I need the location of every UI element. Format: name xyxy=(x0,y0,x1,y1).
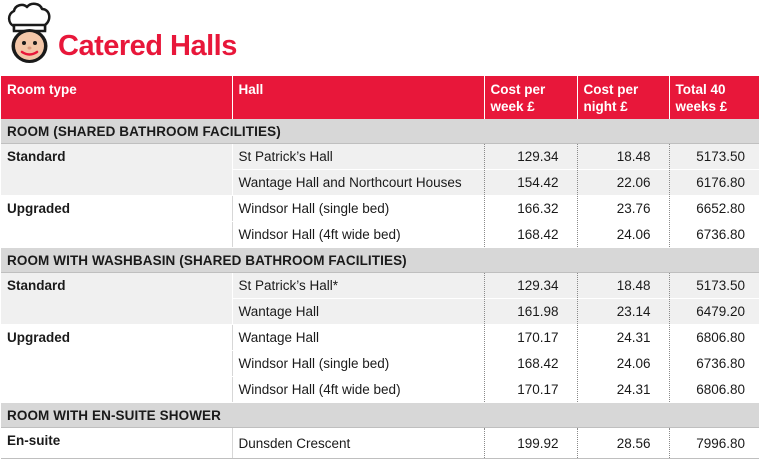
hall-header: Hall xyxy=(231,76,484,119)
section-row: ROOM WITH EN-SUITE SHOWER xyxy=(1,402,759,428)
hall-cell: Wantage Hall and Northcourt Houses xyxy=(231,169,484,196)
room-type-cell: Standard xyxy=(1,143,232,196)
total-cell: 6806.80 xyxy=(668,376,759,403)
table-row: Standard St Patrick’s Hall 129.34 18.48 … xyxy=(1,143,759,196)
pricing-table: Room type Hall Cost per week £ Cost per ni… xyxy=(1,76,759,459)
total-cell: 6736.80 xyxy=(668,221,759,248)
cost-week-cell: 170.17 xyxy=(483,324,577,351)
cost-night-cell: 24.31 xyxy=(576,324,669,351)
cost-week-cell: 168.42 xyxy=(483,221,577,248)
total-cell: 7996.80 xyxy=(668,427,759,459)
table-row: Standard St Patrick’s Hall* 129.34 18.48… xyxy=(1,272,759,325)
room-type-cell: Upgraded xyxy=(1,324,232,403)
total-40-weeks-header: Total 40 weeks £ xyxy=(668,76,759,119)
hall-cell: Windsor Hall (single bed) xyxy=(231,195,484,222)
cost-per-week-header: Cost per week £ xyxy=(483,76,577,119)
total-cell: 6479.20 xyxy=(668,298,759,325)
table-row: Windsor Hall (single bed) 168.42 24.06 6… xyxy=(1,350,759,377)
cost-night-cell: 28.56 xyxy=(576,427,669,459)
total-cell: 6176.80 xyxy=(668,169,759,196)
cost-night-cell: 23.76 xyxy=(576,195,669,222)
cost-week-cell: 166.32 xyxy=(483,195,577,222)
cost-night-cell: 18.48 xyxy=(576,143,669,170)
section-label: ROOM WITH WASHBASIN (SHARED BATHROOM FAC… xyxy=(1,247,759,273)
page-title: Catered Halls xyxy=(58,30,237,62)
hall-cell: Windsor Hall (4ft wide bed) xyxy=(231,376,484,403)
cost-week-cell: 199.92 xyxy=(483,427,577,459)
cost-night-cell: 24.06 xyxy=(576,221,669,248)
hall-cell: St Patrick’s Hall xyxy=(231,143,484,170)
total-cell: 6652.80 xyxy=(668,195,759,222)
table-row: Wantage Hall 161.98 23.14 6479.20 xyxy=(1,298,759,325)
cost-night-cell: 24.06 xyxy=(576,350,669,377)
room-type-cell: Standard xyxy=(1,272,232,325)
hall-cell: Wantage Hall xyxy=(231,298,484,325)
room-type-header: Room type xyxy=(1,76,232,119)
table-row: Windsor Hall (4ft wide bed) 168.42 24.06… xyxy=(1,221,759,248)
cost-night-cell: 22.06 xyxy=(576,169,669,196)
hall-cell: St Patrick’s Hall* xyxy=(231,272,484,299)
hall-cell: Windsor Hall (4ft wide bed) xyxy=(231,221,484,248)
cost-week-cell: 154.42 xyxy=(483,169,577,196)
section-row: ROOM WITH WASHBASIN (SHARED BATHROOM FAC… xyxy=(1,247,759,273)
table-row: Upgraded Windsor Hall (single bed) 166.3… xyxy=(1,195,759,248)
table-row: En-suite Dunsden Crescent 199.92 28.56 7… xyxy=(1,427,759,459)
total-cell: 6806.80 xyxy=(668,324,759,351)
cost-week-cell: 168.42 xyxy=(483,350,577,377)
cost-night-cell: 24.31 xyxy=(576,376,669,403)
cost-night-cell: 18.48 xyxy=(576,272,669,299)
chef-face-icon xyxy=(7,2,51,63)
room-type-cell: En-suite xyxy=(1,427,232,459)
table-row: Wantage Hall and Northcourt Houses 154.4… xyxy=(1,169,759,196)
cost-week-cell: 129.34 xyxy=(483,272,577,299)
total-cell: 6736.80 xyxy=(668,350,759,377)
cost-week-cell: 161.98 xyxy=(483,298,577,325)
page-header: Catered Halls xyxy=(0,0,760,76)
cost-per-night-header: Cost per night £ xyxy=(576,76,669,119)
hall-cell: Wantage Hall xyxy=(231,324,484,351)
total-cell: 5173.50 xyxy=(668,143,759,170)
room-type-cell: Upgraded xyxy=(1,195,232,248)
total-cell: 5173.50 xyxy=(668,272,759,299)
table-header-row: Room type Hall Cost per week £ Cost per ni… xyxy=(1,76,759,119)
cost-night-cell: 23.14 xyxy=(576,298,669,325)
section-label: ROOM (SHARED BATHROOM FACILITIES) xyxy=(1,119,759,144)
table-row: Windsor Hall (4ft wide bed) 170.17 24.31… xyxy=(1,376,759,403)
cost-week-cell: 129.34 xyxy=(483,143,577,170)
cost-week-cell: 170.17 xyxy=(483,376,577,403)
hall-cell: Windsor Hall (single bed) xyxy=(231,350,484,377)
section-row: ROOM (SHARED BATHROOM FACILITIES) xyxy=(1,119,759,144)
table-row: Upgraded Wantage Hall 170.17 24.31 6806.… xyxy=(1,324,759,403)
section-label: ROOM WITH EN-SUITE SHOWER xyxy=(1,402,759,428)
hall-cell: Dunsden Crescent xyxy=(231,427,484,459)
